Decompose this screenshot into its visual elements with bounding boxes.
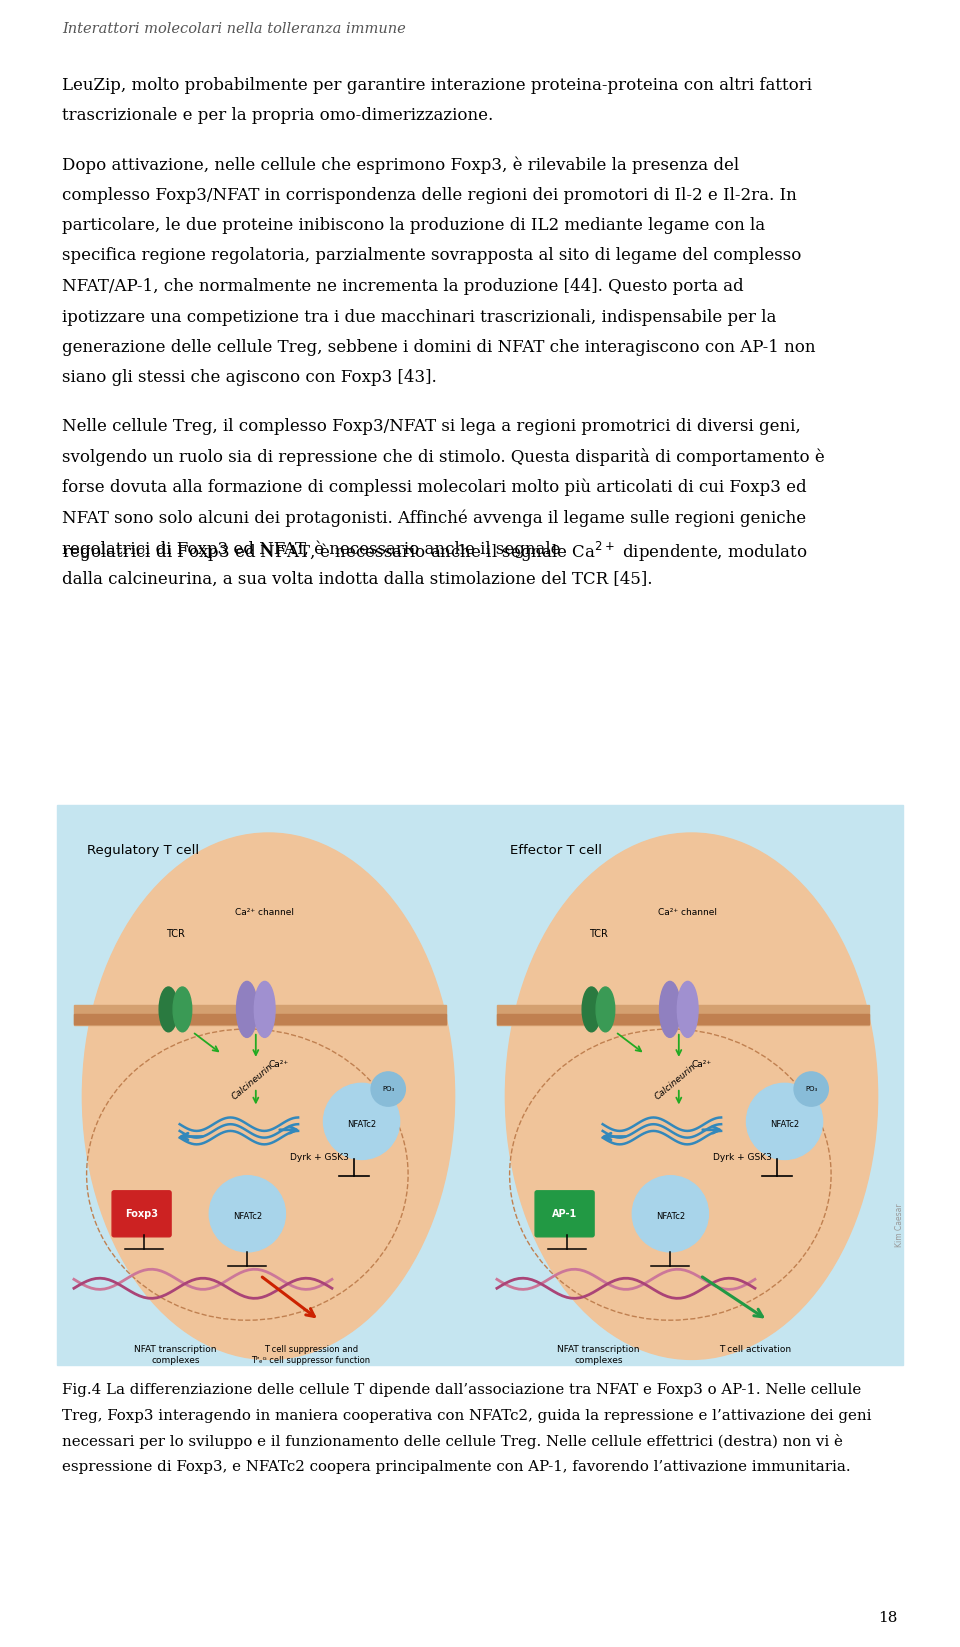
Text: Interattori molecolari nella tolleranza immune: Interattori molecolari nella tolleranza … <box>62 21 406 36</box>
Text: Regulatory T cell: Regulatory T cell <box>86 845 199 856</box>
Text: forse dovuta alla formazione di complessi molecolari molto più articolati di cui: forse dovuta alla formazione di compless… <box>62 479 806 496</box>
Text: Effector T cell: Effector T cell <box>510 845 602 856</box>
Text: NFAT transcription
complexes: NFAT transcription complexes <box>134 1346 217 1365</box>
Circle shape <box>324 1084 399 1159</box>
Text: specifica regione regolatoria, parzialmente sovrapposta al sito di legame del co: specifica regione regolatoria, parzialme… <box>62 247 802 265</box>
Text: NFATc2: NFATc2 <box>232 1212 262 1220</box>
Text: T cell activation: T cell activation <box>719 1346 791 1354</box>
Circle shape <box>747 1084 823 1159</box>
Text: NFATc2: NFATc2 <box>347 1120 376 1128</box>
Text: regolatrici di Foxp3 ed NFAT, è necessario anche il segnale Ca: regolatrici di Foxp3 ed NFAT, è necessar… <box>62 540 588 557</box>
Text: NFATc2: NFATc2 <box>656 1212 684 1220</box>
Text: complesso Foxp3/NFAT in corrispondenza delle regioni dei promotori di Il-2 e Il-: complesso Foxp3/NFAT in corrispondenza d… <box>62 186 797 204</box>
Text: T cell suppression and
Tᴾₑᴳ cell suppressor function: T cell suppression and Tᴾₑᴳ cell suppres… <box>252 1346 371 1365</box>
Ellipse shape <box>236 982 257 1038</box>
Ellipse shape <box>660 982 681 1038</box>
Text: NFAT sono solo alcuni dei protagonisti. Affinché avvenga il legame sulle regioni: NFAT sono solo alcuni dei protagonisti. … <box>62 509 806 527</box>
Text: regolatrici di Foxp3 ed NFAT, è necessario anche il segnale: regolatrici di Foxp3 ed NFAT, è necessar… <box>62 540 565 557</box>
Ellipse shape <box>173 987 192 1031</box>
Text: svolgendo un ruolo sia di repressione che di stimolo. Questa disparità di compor: svolgendo un ruolo sia di repressione ch… <box>62 448 825 466</box>
Ellipse shape <box>505 833 877 1359</box>
Ellipse shape <box>83 833 455 1359</box>
Text: regolatrici di Foxp3 ed NFAT, è necessario anche il segnale Ca$^{2+}$ dipendente: regolatrici di Foxp3 ed NFAT, è necessar… <box>62 540 807 565</box>
Text: NFATc2: NFATc2 <box>770 1120 799 1128</box>
Text: generazione delle cellule Treg, sebbene i domini di NFAT che interagiscono con A: generazione delle cellule Treg, sebbene … <box>62 339 815 356</box>
FancyBboxPatch shape <box>112 1191 171 1237</box>
Text: NFAT transcription
complexes: NFAT transcription complexes <box>557 1346 639 1365</box>
Text: espressione di Foxp3, e NFATc2 coopera principalmente con AP-1, favorendo l’atti: espressione di Foxp3, e NFATc2 coopera p… <box>62 1459 851 1474</box>
Text: Ca²⁺: Ca²⁺ <box>691 1059 711 1069</box>
Text: particolare, le due proteine inibiscono la produzione di IL2 mediante legame con: particolare, le due proteine inibiscono … <box>62 217 765 234</box>
Text: Kim Caesar: Kim Caesar <box>895 1204 903 1247</box>
Circle shape <box>794 1072 828 1107</box>
Text: Ca²⁺ channel: Ca²⁺ channel <box>235 907 294 917</box>
Text: Calcineurin: Calcineurin <box>654 1062 698 1102</box>
Text: Calcineurin: Calcineurin <box>230 1062 276 1102</box>
Text: AP-1: AP-1 <box>552 1209 577 1219</box>
Text: Dopo attivazione, nelle cellule che esprimono Foxp3, è rilevabile la presenza de: Dopo attivazione, nelle cellule che espr… <box>62 156 739 173</box>
Ellipse shape <box>678 982 698 1038</box>
Text: Fig.4 La differenziazione delle cellule T dipende dall’associazione tra NFAT e F: Fig.4 La differenziazione delle cellule … <box>62 1383 861 1397</box>
Bar <box>74 1015 446 1023</box>
Circle shape <box>372 1072 405 1107</box>
Text: PO₃: PO₃ <box>805 1085 817 1092</box>
Text: siano gli stessi che agiscono con Foxp3 [43].: siano gli stessi che agiscono con Foxp3 … <box>62 369 437 387</box>
Text: Treg, Foxp3 interagendo in maniera cooperativa con NFATc2, guida la repressione : Treg, Foxp3 interagendo in maniera coope… <box>62 1408 872 1423</box>
Text: Dyrk + GSK3: Dyrk + GSK3 <box>290 1153 348 1163</box>
Text: Ca²⁺: Ca²⁺ <box>269 1059 289 1069</box>
Bar <box>57 805 903 1365</box>
Text: TCR: TCR <box>589 929 608 939</box>
Circle shape <box>633 1176 708 1252</box>
Ellipse shape <box>596 987 614 1031</box>
Ellipse shape <box>254 982 276 1038</box>
Ellipse shape <box>582 987 601 1031</box>
FancyBboxPatch shape <box>535 1191 594 1237</box>
Bar <box>497 1015 869 1023</box>
Text: Nelle cellule Treg, il complesso Foxp3/NFAT si lega a regioni promotrici di dive: Nelle cellule Treg, il complesso Foxp3/N… <box>62 418 801 435</box>
Text: Dyrk + GSK3: Dyrk + GSK3 <box>713 1153 772 1163</box>
Text: ipotizzare una competizione tra i due macchinari trascrizionali, indispensabile : ipotizzare una competizione tra i due ma… <box>62 308 777 326</box>
Text: dalla calcineurina, a sua volta indotta dalla stimolazione del TCR [45].: dalla calcineurina, a sua volta indotta … <box>62 570 653 588</box>
Text: Foxp3: Foxp3 <box>125 1209 158 1219</box>
Text: TCR: TCR <box>166 929 185 939</box>
Text: trascrizionale e per la propria omo-dimerizzazione.: trascrizionale e per la propria omo-dime… <box>62 107 493 125</box>
Text: LeuZip, molto probabilmente per garantire interazione proteina-proteina con altr: LeuZip, molto probabilmente per garantir… <box>62 77 812 94</box>
Text: PO₃: PO₃ <box>382 1085 395 1092</box>
Text: necessari per lo sviluppo e il funzionamento delle cellule Treg. Nelle cellule e: necessari per lo sviluppo e il funzionam… <box>62 1435 843 1449</box>
Text: Ca²⁺ channel: Ca²⁺ channel <box>658 907 717 917</box>
Text: 18: 18 <box>878 1611 898 1626</box>
Bar <box>74 1005 446 1024</box>
Text: NFAT/AP-1, che normalmente ne incrementa la produzione [44]. Questo porta ad: NFAT/AP-1, che normalmente ne incrementa… <box>62 278 744 295</box>
Ellipse shape <box>159 987 178 1031</box>
Bar <box>497 1005 869 1024</box>
Circle shape <box>209 1176 285 1252</box>
